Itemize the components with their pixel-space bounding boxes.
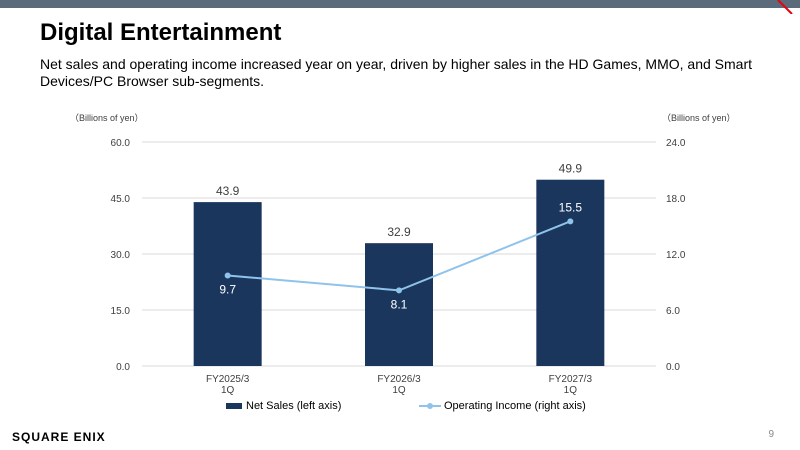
right-axis-tick-label: 6.0 (666, 306, 680, 317)
legend-item-net-sales: Net Sales (left axis) (226, 400, 341, 412)
line-data-label: 8.1 (391, 297, 408, 311)
left-axis-label: （Billions of yen） (70, 113, 144, 123)
bar-net-sales (365, 243, 433, 366)
left-axis-tick-label: 30.0 (111, 250, 131, 261)
bar-net-sales (193, 202, 262, 366)
legend-item-operating-income: Operating Income (right axis) (419, 400, 586, 412)
x-axis-tick-label: FY2026/3 (377, 374, 421, 385)
right-axis-tick-label: 12.0 (666, 250, 686, 261)
corner-accent-mark (770, 0, 800, 14)
corner-accent-icon (777, 0, 793, 14)
bar-data-label: 43.9 (216, 184, 240, 198)
legend-label-net-sales: Net Sales (left axis) (246, 400, 342, 412)
bar-data-label: 49.9 (559, 162, 583, 176)
x-axis-tick-label: FY2025/3 (206, 374, 250, 385)
legend-line-swatch (419, 402, 441, 410)
legend-label-operating-income: Operating Income (right axis) (444, 400, 586, 412)
line-point-operating-income (396, 287, 402, 294)
line-point-operating-income (224, 272, 231, 279)
page-number: 9 (768, 429, 774, 440)
x-axis-tick-label: 1Q (392, 385, 406, 396)
right-axis-tick-label: 18.0 (666, 194, 686, 205)
right-axis-tick-label: 24.0 (666, 138, 686, 149)
legend-bar-swatch (226, 403, 242, 409)
left-axis-tick-label: 15.0 (111, 306, 131, 317)
left-axis-tick-label: 0.0 (116, 362, 130, 373)
chart-legend: Net Sales (left axis) Operating Income (… (0, 400, 800, 416)
x-axis-tick-label: 1Q (221, 385, 235, 396)
combo-chart: 0.0 15.0 30.0 45.0 60.0 0.0 6.0 12.0 18.0 24.0 （Bi… (70, 113, 736, 396)
bar-data-label: 32.9 (387, 225, 411, 239)
company-logo: SQUARE ENIX (12, 430, 106, 444)
bar-net-sales (536, 179, 605, 366)
left-axis-tick-label: 60.0 (111, 138, 131, 149)
line-point-operating-income (567, 218, 574, 225)
x-axis-tick-label: FY2027/3 (549, 374, 593, 385)
line-data-label: 9.7 (219, 282, 236, 296)
top-banner (0, 0, 800, 8)
x-axis-tick-label: 1Q (564, 385, 578, 396)
right-axis-tick-label: 0.0 (666, 362, 680, 373)
page-subtitle: Net sales and operating income increased… (40, 56, 753, 89)
left-axis-tick-label: 45.0 (111, 194, 131, 205)
page-title: Digital Entertainment (40, 19, 282, 46)
right-axis-label: （Billions of yen） (662, 113, 736, 123)
line-data-label: 15.5 (559, 200, 583, 214)
